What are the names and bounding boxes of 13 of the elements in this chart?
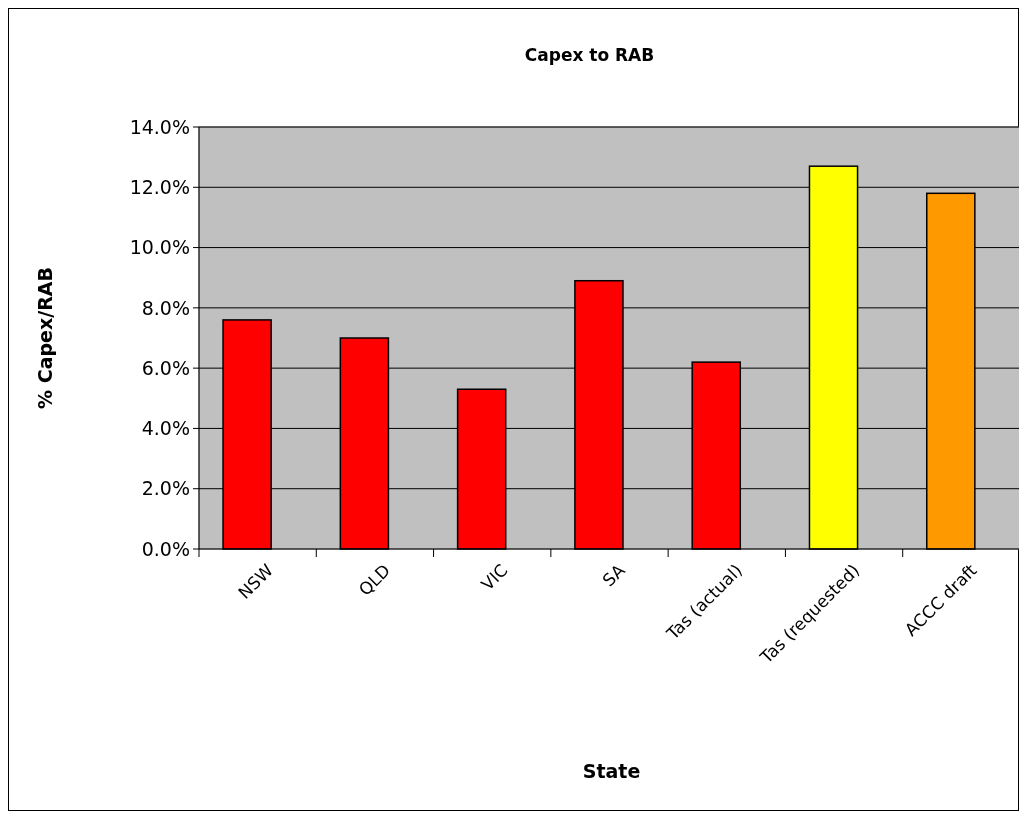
y-axis-title: % Capex/RAB [34, 267, 56, 409]
x-axis-title: State [582, 760, 641, 782]
x-tick-label: SA [598, 559, 629, 591]
chart-title: Capex to RAB [524, 45, 655, 65]
y-tick-label: 2.0% [141, 477, 190, 500]
y-tick-label: 8.0% [141, 296, 190, 319]
y-tick-label: 14.0% [129, 115, 190, 138]
y-tick-label: 4.0% [141, 417, 190, 440]
y-tick-label: 6.0% [141, 356, 190, 379]
y-tick-label: 12.0% [129, 175, 190, 198]
x-tick-label: VIC [477, 560, 512, 595]
y-tick-label: 0.0% [141, 537, 190, 560]
y-tick-label: 10.0% [129, 236, 190, 259]
